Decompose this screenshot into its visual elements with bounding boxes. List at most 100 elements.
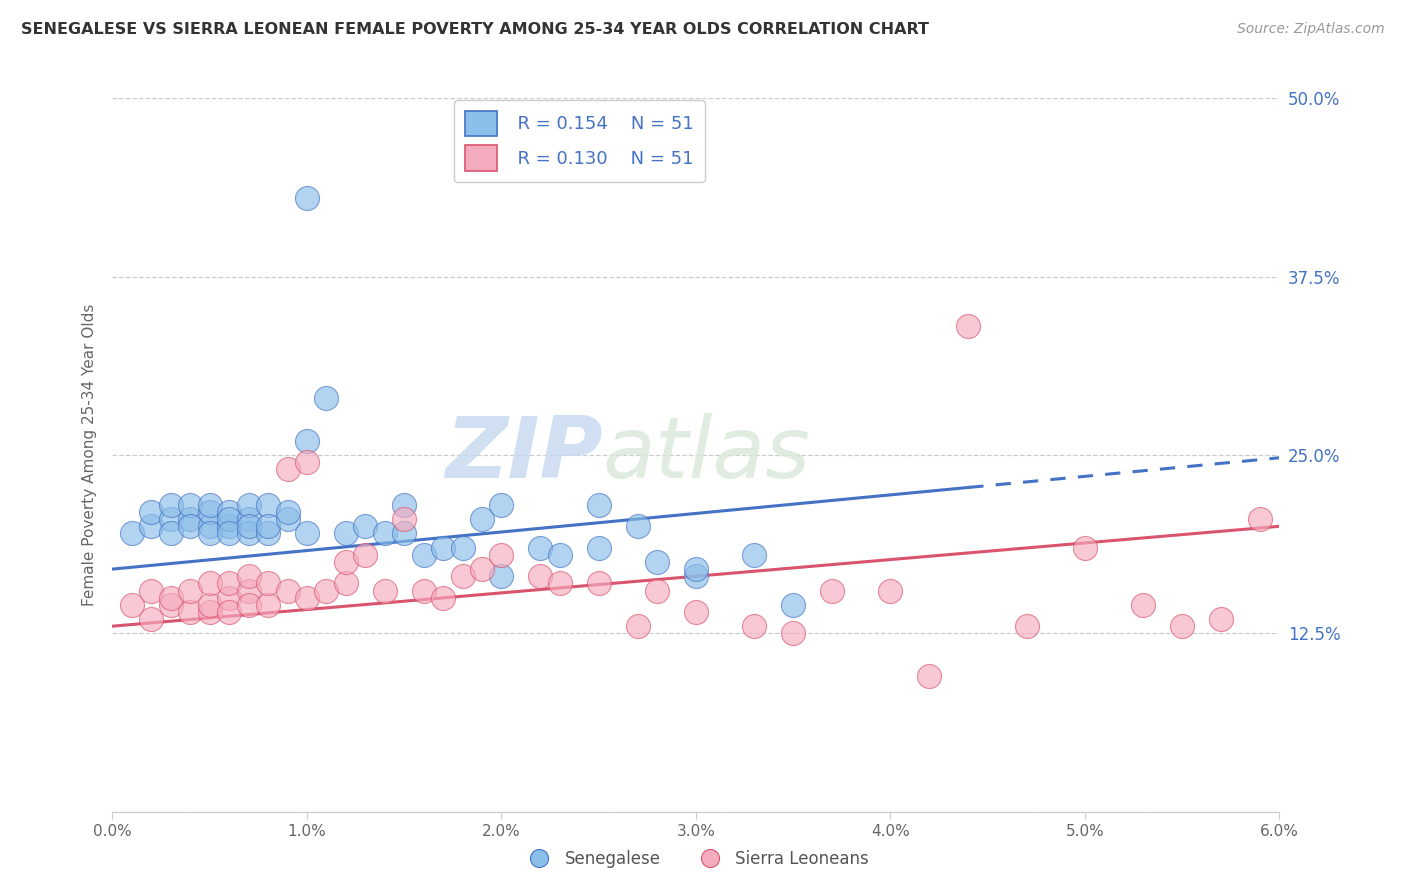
Point — [627, 519, 650, 533]
Point — [257, 598, 280, 612]
Point — [645, 583, 668, 598]
Point — [548, 548, 571, 562]
Point — [335, 555, 357, 569]
Point — [685, 562, 707, 576]
Point — [198, 498, 221, 512]
Point — [295, 526, 318, 541]
Point — [354, 548, 377, 562]
Point — [742, 619, 765, 633]
Point — [218, 605, 240, 619]
Point — [392, 512, 416, 526]
Point — [392, 498, 416, 512]
Point — [1015, 619, 1038, 633]
Point — [374, 583, 396, 598]
Point — [412, 548, 434, 562]
Point — [218, 505, 240, 519]
Point — [276, 505, 298, 519]
Point — [1209, 612, 1232, 626]
Point — [218, 526, 240, 541]
Text: atlas: atlas — [603, 413, 811, 497]
Point — [238, 519, 260, 533]
Point — [1132, 598, 1154, 612]
Point — [238, 569, 260, 583]
Point — [141, 583, 163, 598]
Point — [121, 598, 143, 612]
Point — [238, 526, 260, 541]
Point — [198, 519, 221, 533]
Point — [742, 548, 765, 562]
Point — [451, 541, 474, 555]
Point — [179, 512, 201, 526]
Point — [218, 512, 240, 526]
Point — [374, 526, 396, 541]
Point — [295, 455, 318, 469]
Point — [257, 498, 280, 512]
Point — [295, 591, 318, 605]
Point — [529, 541, 551, 555]
Point — [295, 434, 318, 448]
Point — [432, 591, 454, 605]
Point — [179, 519, 201, 533]
Point — [879, 583, 901, 598]
Point — [179, 498, 201, 512]
Text: SENEGALESE VS SIERRA LEONEAN FEMALE POVERTY AMONG 25-34 YEAR OLDS CORRELATION CH: SENEGALESE VS SIERRA LEONEAN FEMALE POVE… — [21, 22, 929, 37]
Point — [238, 512, 260, 526]
Point — [276, 583, 298, 598]
Point — [335, 576, 357, 591]
Point — [160, 512, 183, 526]
Point — [548, 576, 571, 591]
Point — [588, 498, 610, 512]
Point — [276, 512, 298, 526]
Point — [782, 626, 804, 640]
Point — [588, 541, 610, 555]
Point — [782, 598, 804, 612]
Point — [257, 576, 280, 591]
Point — [471, 562, 494, 576]
Point — [160, 591, 183, 605]
Point — [335, 526, 357, 541]
Point — [141, 519, 163, 533]
Point — [821, 583, 844, 598]
Point — [529, 569, 551, 583]
Point — [588, 576, 610, 591]
Point — [957, 319, 980, 334]
Point — [141, 612, 163, 626]
Point — [354, 519, 377, 533]
Point — [198, 576, 221, 591]
Point — [276, 462, 298, 476]
Point — [121, 526, 143, 541]
Point — [1249, 512, 1271, 526]
Point — [685, 569, 707, 583]
Point — [491, 569, 513, 583]
Point — [179, 583, 201, 598]
Point — [238, 598, 260, 612]
Point — [160, 498, 183, 512]
Point — [218, 576, 240, 591]
Point — [160, 598, 183, 612]
Point — [198, 598, 221, 612]
Y-axis label: Female Poverty Among 25-34 Year Olds: Female Poverty Among 25-34 Year Olds — [82, 304, 97, 606]
Text: ZIP: ZIP — [444, 413, 603, 497]
Point — [432, 541, 454, 555]
Point — [141, 505, 163, 519]
Point — [491, 548, 513, 562]
Point — [315, 391, 337, 405]
Point — [1171, 619, 1194, 633]
Point — [257, 519, 280, 533]
Point — [295, 191, 318, 205]
Point — [198, 505, 221, 519]
Point — [627, 619, 650, 633]
Point — [198, 605, 221, 619]
Point — [491, 498, 513, 512]
Point — [471, 512, 494, 526]
Point — [160, 526, 183, 541]
Point — [685, 605, 707, 619]
Point — [257, 526, 280, 541]
Point — [218, 591, 240, 605]
Text: Source: ZipAtlas.com: Source: ZipAtlas.com — [1237, 22, 1385, 37]
Point — [645, 555, 668, 569]
Point — [315, 583, 337, 598]
Point — [451, 569, 474, 583]
Point — [918, 669, 941, 683]
Legend: Senegalese, Sierra Leoneans: Senegalese, Sierra Leoneans — [516, 844, 876, 875]
